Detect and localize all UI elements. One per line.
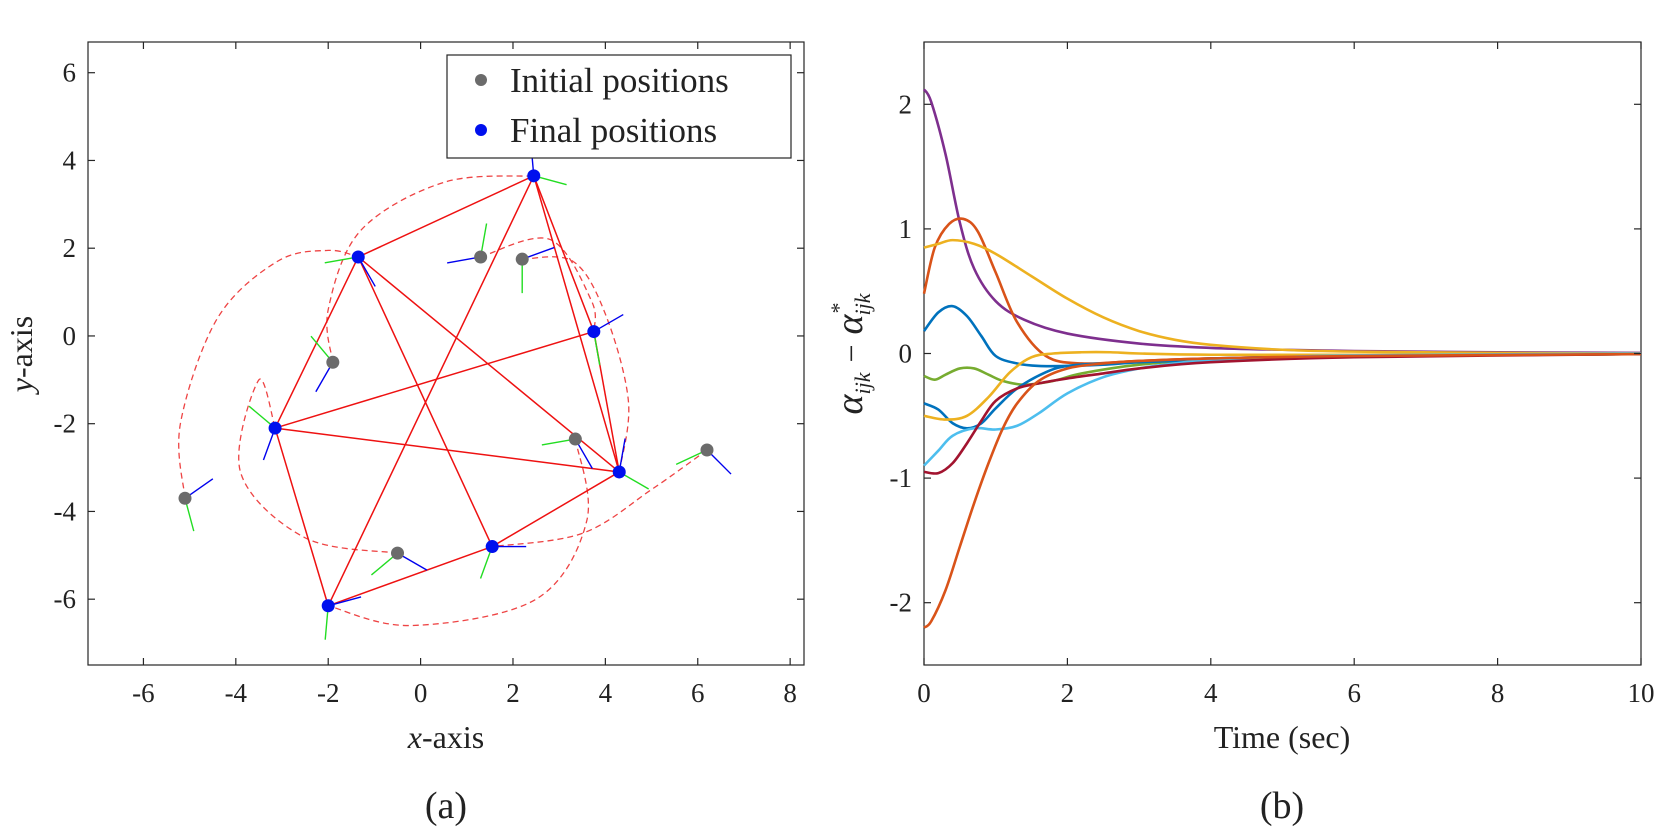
x-tick-label: 2 — [1061, 678, 1075, 708]
x-tick-label: 8 — [1491, 678, 1505, 708]
formation-edge — [357, 175, 535, 258]
final-position-point — [587, 325, 601, 339]
x-tick-label: 4 — [599, 678, 613, 708]
series-line-s10 — [923, 352, 1642, 629]
final-position-point — [485, 540, 499, 554]
y-tick-label: 2 — [899, 89, 913, 119]
y-tick-label: 0 — [63, 321, 77, 351]
y-tick-label: -2 — [890, 588, 913, 618]
legend-final-marker — [475, 124, 487, 136]
y-tick-label: -6 — [54, 584, 77, 614]
initial-position-point — [515, 252, 529, 266]
trajectory-path — [178, 249, 359, 499]
formation-edge — [274, 427, 329, 606]
panel-b-line-plot: 0 2 4 6 8 10 -2 -1 0 1 2 Time (sec) αijk−α*ijk (b) — [826, 41, 1655, 827]
x-tick-label: 2 — [506, 678, 520, 708]
y-tick-label: -2 — [54, 409, 77, 439]
panel-a-ylabel: y-axis — [3, 316, 39, 395]
panel-b-xlabel: Time (sec) — [1214, 719, 1351, 755]
final-position-point — [351, 250, 365, 264]
initial-position-point — [390, 546, 404, 560]
formation-edge — [327, 175, 535, 607]
initial-position-point — [178, 491, 192, 505]
formation-edge — [533, 175, 620, 473]
panel-a-caption: (a) — [425, 785, 467, 827]
x-tick-label: 8 — [783, 678, 797, 708]
legend-initial-marker — [475, 74, 487, 86]
y-tick-label: 1 — [899, 214, 913, 244]
initial-position-point — [700, 443, 714, 457]
x-tick-label: 4 — [1204, 678, 1218, 708]
legend: Initial positions Final positions — [446, 54, 792, 159]
y-tick-label: -4 — [54, 496, 77, 526]
legend-initial-label: Initial positions — [510, 61, 729, 100]
panel-a-ticks: -6 -4 -2 0 2 4 6 8 -6 -4 -2 0 2 4 6 — [54, 42, 804, 708]
initial-position-point — [474, 250, 488, 264]
trajectory-path — [480, 237, 597, 332]
final-position-point — [321, 599, 335, 613]
y-tick-label: -1 — [890, 463, 913, 493]
x-tick-label: -2 — [317, 678, 340, 708]
trajectory-path — [492, 449, 708, 548]
initial-position-point — [326, 355, 340, 369]
panel-a-xlabel: x-axis — [407, 719, 484, 755]
panel-b-ylabel: αijk−α*ijk — [826, 292, 875, 414]
y-tick-label: 0 — [899, 339, 913, 369]
y-tick-label: 2 — [63, 233, 77, 263]
x-tick-label: 10 — [1628, 678, 1655, 708]
legend-box — [446, 54, 792, 159]
formation-edge — [357, 256, 493, 547]
final-position-point — [612, 465, 626, 479]
x-tick-label: 6 — [691, 678, 705, 708]
formation-edge — [274, 427, 620, 473]
initial-position-point — [568, 432, 582, 446]
formation-edge — [327, 545, 493, 607]
panel-a-formation-plot: -6 -4 -2 0 2 4 6 8 -6 -4 -2 0 2 4 6 Initial positions … — [3, 41, 805, 827]
final-position-point — [268, 421, 282, 435]
x-tick-label: -4 — [225, 678, 248, 708]
agent-points — [178, 169, 714, 613]
formation-edge — [274, 330, 595, 429]
formation-edge — [491, 471, 620, 548]
series-line-s9 — [923, 352, 1642, 475]
trajectory-path — [328, 438, 590, 627]
y-tick-label: 4 — [63, 145, 77, 175]
legend-final-label: Final positions — [510, 111, 717, 150]
trajectory-path — [238, 378, 398, 554]
x-tick-label: -6 — [132, 678, 155, 708]
trajectory-path — [522, 256, 630, 473]
formation-edge — [533, 175, 595, 332]
panel-b-caption: (b) — [1260, 785, 1304, 827]
y-tick-label: 6 — [63, 58, 77, 88]
error-series-lines — [922, 88, 1642, 629]
final-position-point — [527, 169, 541, 183]
panel-b-ticks: 0 2 4 6 8 10 -2 -1 0 1 2 — [890, 42, 1655, 708]
series-line-s3 — [923, 238, 1642, 355]
x-tick-label: 6 — [1347, 678, 1361, 708]
x-tick-label: 0 — [414, 678, 428, 708]
x-tick-label: 0 — [917, 678, 931, 708]
